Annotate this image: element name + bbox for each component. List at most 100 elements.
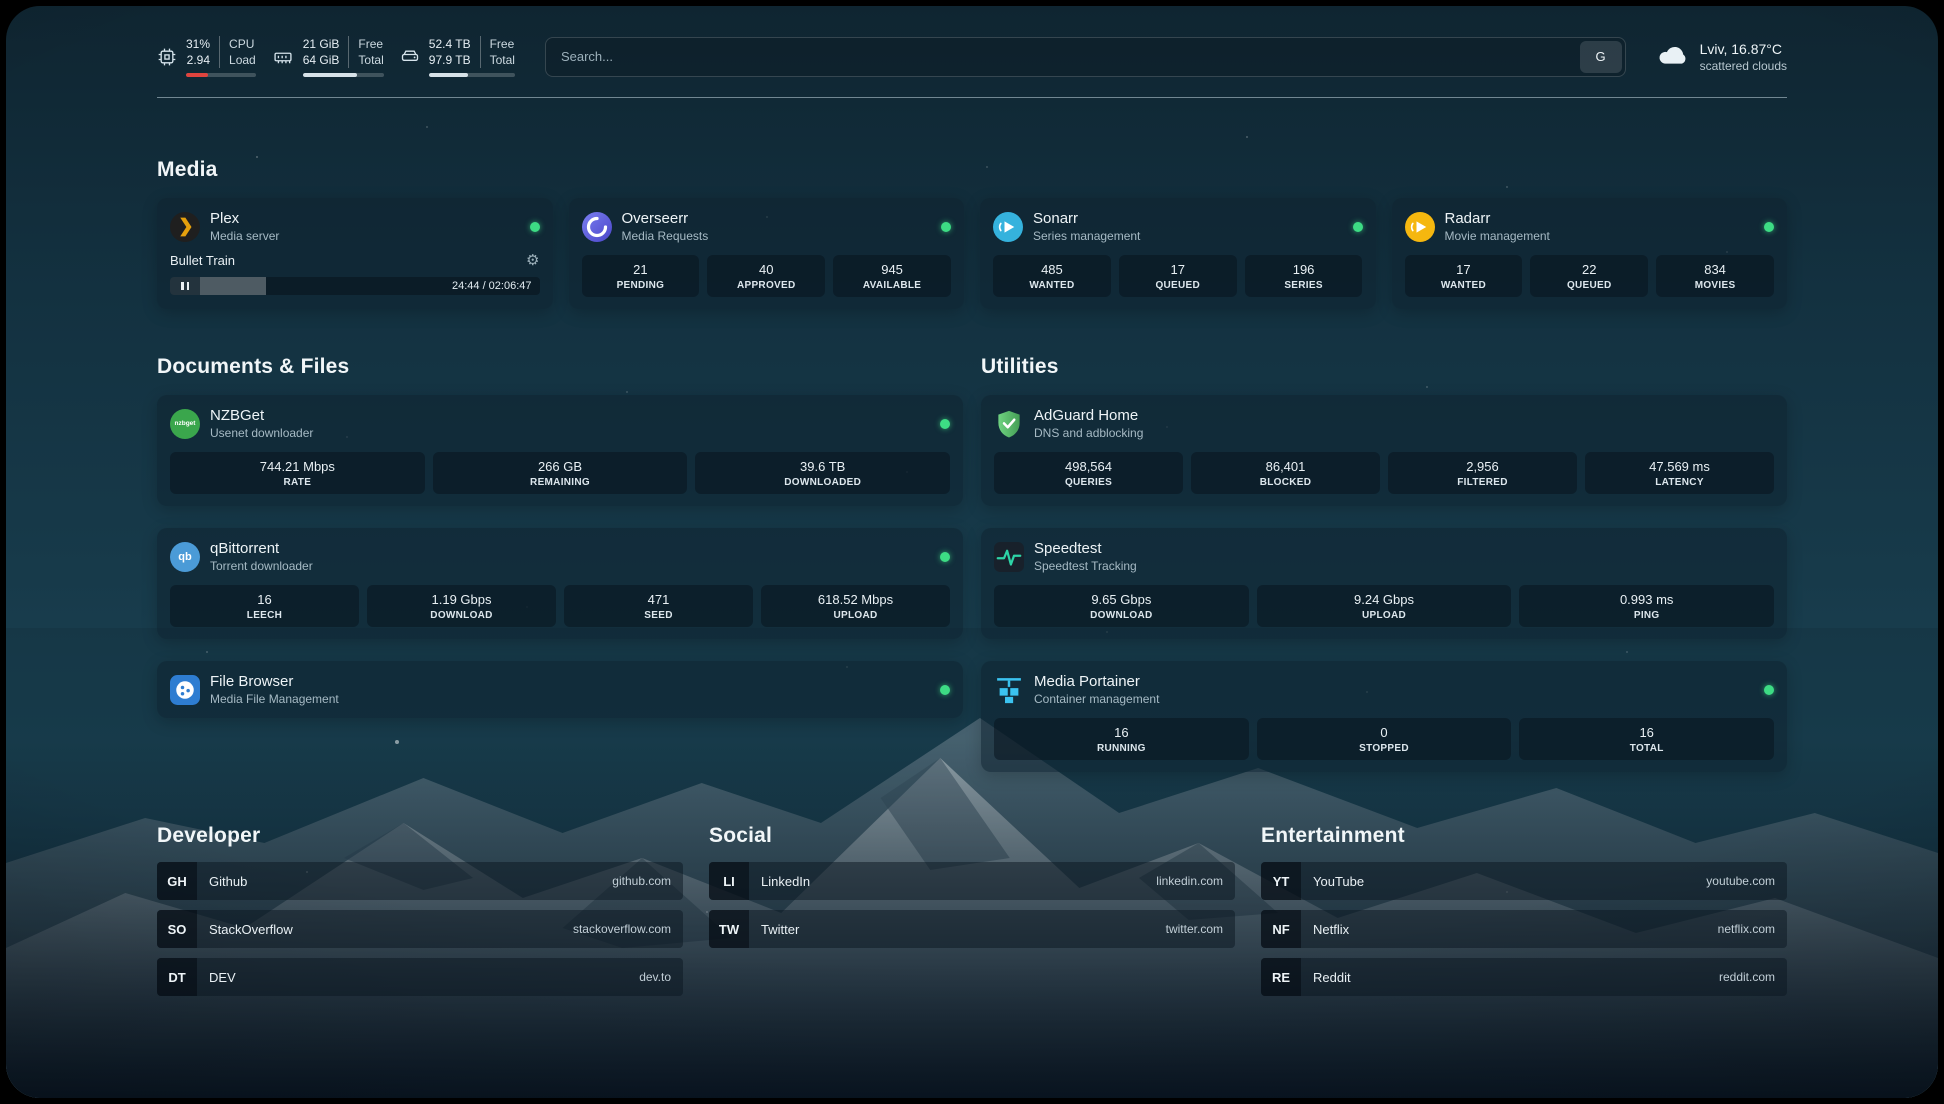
link-twitter[interactable]: TW Twitter twitter.com — [709, 910, 1235, 948]
weather-condition: scattered clouds — [1700, 59, 1787, 73]
section-heading-documents: Documents & Files — [157, 355, 963, 379]
cpu-label: CPU — [229, 36, 256, 52]
pause-button[interactable] — [170, 277, 200, 295]
divider — [480, 36, 481, 68]
status-dot — [1764, 685, 1774, 695]
stat-wanted: 17WANTED — [1405, 255, 1523, 297]
service-card-adguard[interactable]: AdGuard Home DNS and adblocking 498,564Q… — [981, 395, 1787, 506]
stat-download: 1.19 GbpsDOWNLOAD — [367, 585, 556, 627]
portainer-icon — [994, 675, 1024, 705]
plex-icon — [170, 212, 200, 242]
stat-remaining: 266 GBREMAINING — [433, 452, 688, 494]
header-divider — [157, 97, 1787, 98]
now-playing-title: Bullet Train — [170, 253, 235, 268]
search-bar: G — [545, 37, 1626, 77]
service-subtitle: DNS and adblocking — [1034, 426, 1143, 440]
stat-stopped: 0STOPPED — [1257, 718, 1512, 760]
service-subtitle: Media server — [210, 229, 279, 243]
section-heading-utilities: Utilities — [981, 355, 1787, 379]
status-dot — [940, 685, 950, 695]
link-dev[interactable]: DT DEV dev.to — [157, 958, 683, 996]
stat-seed: 471SEED — [564, 585, 753, 627]
top-bar: 31% 2.94 CPU Load — [157, 36, 1787, 77]
media-grid: Plex Media server Bullet Train ⚙ 24:44 /… — [157, 198, 1787, 309]
stat-downloaded: 39.6 TBDOWNLOADED — [695, 452, 950, 494]
overseerr-icon — [582, 212, 612, 242]
status-dot — [940, 419, 950, 429]
stat-series: 196SERIES — [1245, 255, 1363, 297]
documents-column: Documents & Files nzbget NZBGet Usenet d… — [157, 355, 963, 772]
dashboard-window: 31% 2.94 CPU Load — [6, 6, 1938, 1098]
snow-particles — [6, 6, 8, 8]
stat-pending: 21PENDING — [582, 255, 700, 297]
filebrowser-icon — [170, 675, 200, 705]
ram-total-value: 64 GiB — [303, 52, 340, 68]
link-github[interactable]: GH Github github.com — [157, 862, 683, 900]
divider — [219, 36, 220, 68]
disk-free-label: Free — [490, 36, 515, 52]
service-name: Media Portainer — [1034, 673, 1159, 690]
stat-ping: 0.993 msPING — [1519, 585, 1774, 627]
service-card-portainer[interactable]: Media Portainer Container management 16R… — [981, 661, 1787, 772]
search-provider-button[interactable]: G — [1580, 41, 1622, 73]
disk-free-value: 52.4 TB — [429, 36, 471, 52]
stat-queued: 22QUEUED — [1530, 255, 1648, 297]
stat-download: 9.65 GbpsDOWNLOAD — [994, 585, 1249, 627]
service-subtitle: Series management — [1033, 229, 1140, 243]
section-heading-social: Social — [709, 824, 1235, 848]
ram-widget: 21 GiB 64 GiB Free Total — [272, 36, 384, 77]
cpu-widget: 31% 2.94 CPU Load — [157, 36, 256, 77]
link-youtube[interactable]: YT YouTube youtube.com — [1261, 862, 1787, 900]
stat-wanted: 485WANTED — [993, 255, 1111, 297]
service-card-radarr[interactable]: Radarr Movie management 17WANTED 22QUEUE… — [1392, 198, 1788, 309]
radarr-icon — [1405, 212, 1435, 242]
stat-latency: 47.569 msLATENCY — [1585, 452, 1774, 494]
twitter-icon: TW — [709, 910, 749, 948]
github-icon: GH — [157, 862, 197, 900]
service-name: Sonarr — [1033, 210, 1140, 227]
adguard-icon — [994, 409, 1024, 439]
stat-movies: 834MOVIES — [1656, 255, 1774, 297]
playback-progress-fill — [200, 277, 266, 295]
service-subtitle: Container management — [1034, 692, 1159, 706]
plex-player-bar: 24:44 / 02:06:47 — [170, 277, 540, 295]
linkedin-icon: LI — [709, 862, 749, 900]
service-card-overseerr[interactable]: Overseerr Media Requests 21PENDING 40APP… — [569, 198, 965, 309]
service-name: Speedtest — [1034, 540, 1137, 557]
cpu-percent: 31% — [186, 36, 210, 52]
section-heading-media: Media — [157, 158, 1787, 182]
service-card-qbittorrent[interactable]: qb qBittorrent Torrent downloader 16LEEC… — [157, 528, 963, 639]
cloud-icon — [1656, 41, 1690, 72]
cpu-load-value: 2.94 — [187, 52, 210, 68]
stat-queries: 498,564QUERIES — [994, 452, 1183, 494]
youtube-icon: YT — [1261, 862, 1301, 900]
service-card-filebrowser[interactable]: File Browser Media File Management — [157, 661, 963, 718]
reddit-icon: RE — [1261, 958, 1301, 996]
service-subtitle: Media Requests — [622, 229, 709, 243]
cpu-icon — [157, 47, 177, 67]
service-card-speedtest[interactable]: Speedtest Speedtest Tracking 9.65 GbpsDO… — [981, 528, 1787, 639]
speedtest-icon — [994, 542, 1024, 572]
service-card-plex[interactable]: Plex Media server Bullet Train ⚙ 24:44 /… — [157, 198, 553, 309]
service-card-nzbget[interactable]: nzbget NZBGet Usenet downloader 744.21 M… — [157, 395, 963, 506]
service-subtitle: Movie management — [1445, 229, 1550, 243]
disk-usage-bar — [429, 73, 515, 77]
link-reddit[interactable]: RE Reddit reddit.com — [1261, 958, 1787, 996]
disk-widget: 52.4 TB 97.9 TB Free Total — [400, 36, 515, 77]
stackoverflow-icon: SO — [157, 910, 197, 948]
stat-queued: 17QUEUED — [1119, 255, 1237, 297]
service-card-sonarr[interactable]: Sonarr Series management 485WANTED 17QUE… — [980, 198, 1376, 309]
stat-upload: 9.24 GbpsUPLOAD — [1257, 585, 1512, 627]
link-stackoverflow[interactable]: SO StackOverflow stackoverflow.com — [157, 910, 683, 948]
ram-free-label: Free — [358, 36, 383, 52]
stat-approved: 40APPROVED — [707, 255, 825, 297]
service-name: Plex — [210, 210, 279, 227]
link-linkedin[interactable]: LI LinkedIn linkedin.com — [709, 862, 1235, 900]
stat-filtered: 2,956FILTERED — [1388, 452, 1577, 494]
gear-icon[interactable]: ⚙ — [526, 253, 539, 268]
link-netflix[interactable]: NF Netflix netflix.com — [1261, 910, 1787, 948]
service-name: NZBGet — [210, 407, 313, 424]
service-subtitle: Usenet downloader — [210, 426, 313, 440]
search-input[interactable] — [549, 49, 1580, 64]
cpu-usage-bar — [186, 73, 256, 77]
